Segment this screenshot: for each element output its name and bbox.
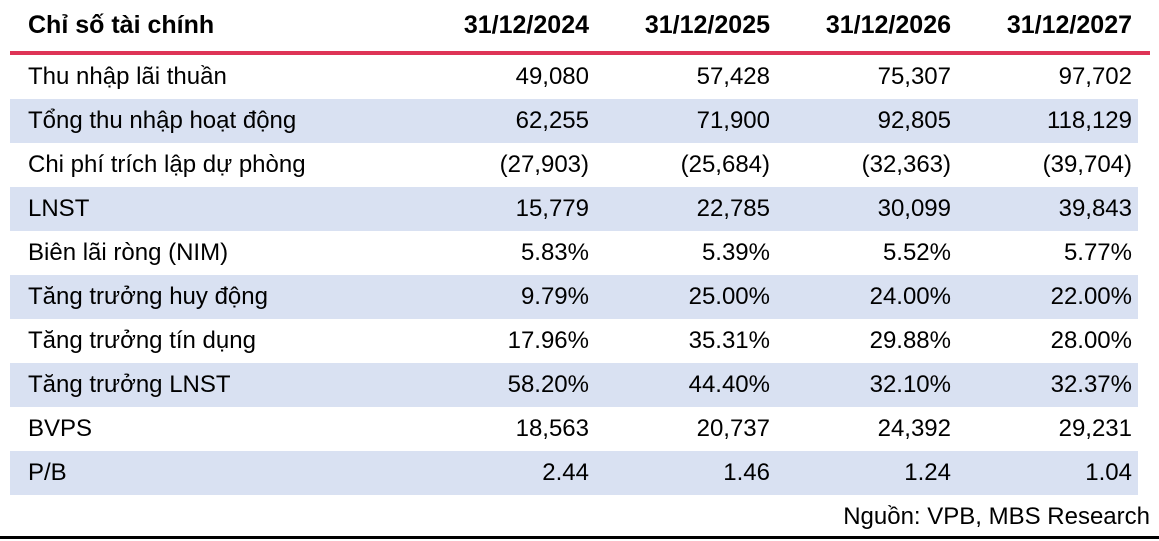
row-label: P/B	[28, 459, 67, 486]
row-value: (39,704)	[1042, 151, 1132, 178]
row-value: 28.00%	[1050, 327, 1132, 354]
row-value: 5.39%	[701, 239, 770, 266]
row-value: 24,392	[877, 415, 951, 442]
column-header-2026: 31/12/2026	[825, 11, 951, 39]
row-value: 32.37%	[1050, 371, 1132, 398]
row-value: 22.00%	[1050, 283, 1132, 310]
row-label: BVPS	[28, 415, 93, 442]
row-value: 35.31%	[688, 327, 770, 354]
row-value: 92,805	[877, 107, 951, 134]
row-value: 58.20%	[507, 371, 589, 398]
row-value: 75,307	[877, 63, 951, 90]
row-value: 1.46	[723, 459, 770, 486]
column-header-2025: 31/12/2025	[644, 11, 770, 39]
row-value: 25.00%	[688, 283, 770, 310]
row-value: 24.00%	[869, 283, 951, 310]
row-value: 22,785	[696, 195, 770, 222]
row-value: 18,563	[515, 415, 589, 442]
row-label: Tăng trưởng LNST	[28, 371, 231, 398]
row-value: (27,903)	[499, 151, 589, 178]
row-value: 5.52%	[882, 239, 951, 266]
row-label: Tăng trưởng huy động	[28, 283, 268, 310]
row-value: 9.79%	[520, 283, 589, 310]
table-body: Thu nhập lãi thuần 49,080 57,428 75,307 97,7…	[10, 55, 1150, 495]
financial-table: Chỉ số tài chính 31/12/2024 31/12/2025 3…	[10, 0, 1150, 537]
row-value: 2.44	[542, 459, 589, 486]
table-row: P/B 2.44 1.46 1.24 1.04	[10, 451, 1138, 495]
header-divider-rule	[10, 51, 1150, 55]
row-value: 39,843	[1058, 195, 1132, 222]
row-value: 57,428	[696, 63, 770, 90]
table-row: BVPS 18,563 20,737 24,392 29,231	[10, 407, 1138, 451]
table-row: Tăng trưởng LNST 58.20% 44.40% 32.10% 32.37%	[10, 363, 1138, 407]
row-value: (32,363)	[861, 151, 951, 178]
row-value: 5.77%	[1063, 239, 1132, 266]
row-value: (25,684)	[680, 151, 770, 178]
table-row: LNST 15,779 22,785 30,099 39,843	[10, 187, 1138, 231]
row-value: 30,099	[877, 195, 951, 222]
row-value: 71,900	[696, 107, 770, 134]
table-row: Tổng thu nhập hoạt động 62,255 71,900 92,80…	[10, 99, 1138, 143]
row-value: 17.96%	[507, 327, 589, 354]
row-value: 29,231	[1058, 415, 1132, 442]
row-value: 62,255	[515, 107, 589, 134]
row-value: 20,737	[696, 415, 770, 442]
row-value: 97,702	[1058, 63, 1132, 90]
row-value: 32.10%	[869, 371, 951, 398]
table-row: Thu nhập lãi thuần 49,080 57,428 75,307 97,7…	[10, 55, 1138, 99]
row-label: LNST	[28, 195, 90, 222]
table-row: Tăng trưởng tín dụng 17.96% 35.31% 29.88% 28…	[10, 319, 1138, 363]
row-value: 1.04	[1085, 459, 1132, 486]
row-value: 118,129	[1047, 107, 1132, 134]
row-value: 15,779	[515, 195, 589, 222]
column-header-2024: 31/12/2024	[463, 11, 589, 39]
table-row: Biên lãi ròng (NIM) 5.83% 5.39% 5.52% 5.77%	[10, 231, 1138, 275]
source-note: Nguồn: VPB, MBS Research	[843, 503, 1150, 530]
table-header-row: Chỉ số tài chính 31/12/2024 31/12/2025 3…	[10, 0, 1138, 51]
row-label: Chi phí trích lập dự phòng	[28, 151, 306, 178]
table-header-label: Chỉ số tài chính	[28, 11, 215, 39]
row-label: Thu nhập lãi thuần	[28, 63, 227, 90]
row-value: 49,080	[515, 63, 589, 90]
row-label: Tăng trưởng tín dụng	[28, 327, 256, 354]
row-label: Tổng thu nhập hoạt động	[28, 107, 297, 134]
column-header-2027: 31/12/2027	[1006, 11, 1132, 39]
row-label: Biên lãi ròng (NIM)	[28, 239, 229, 266]
row-value: 5.83%	[520, 239, 589, 266]
table-row: Tăng trưởng huy động 9.79% 25.00% 24.00% 22.…	[10, 275, 1138, 319]
table-row: Chi phí trích lập dự phòng (27,903) (25,68…	[10, 143, 1138, 187]
row-value: 44.40%	[688, 371, 770, 398]
bottom-border-rule	[0, 536, 1159, 539]
row-value: 29.88%	[869, 327, 951, 354]
row-value: 1.24	[904, 459, 951, 486]
